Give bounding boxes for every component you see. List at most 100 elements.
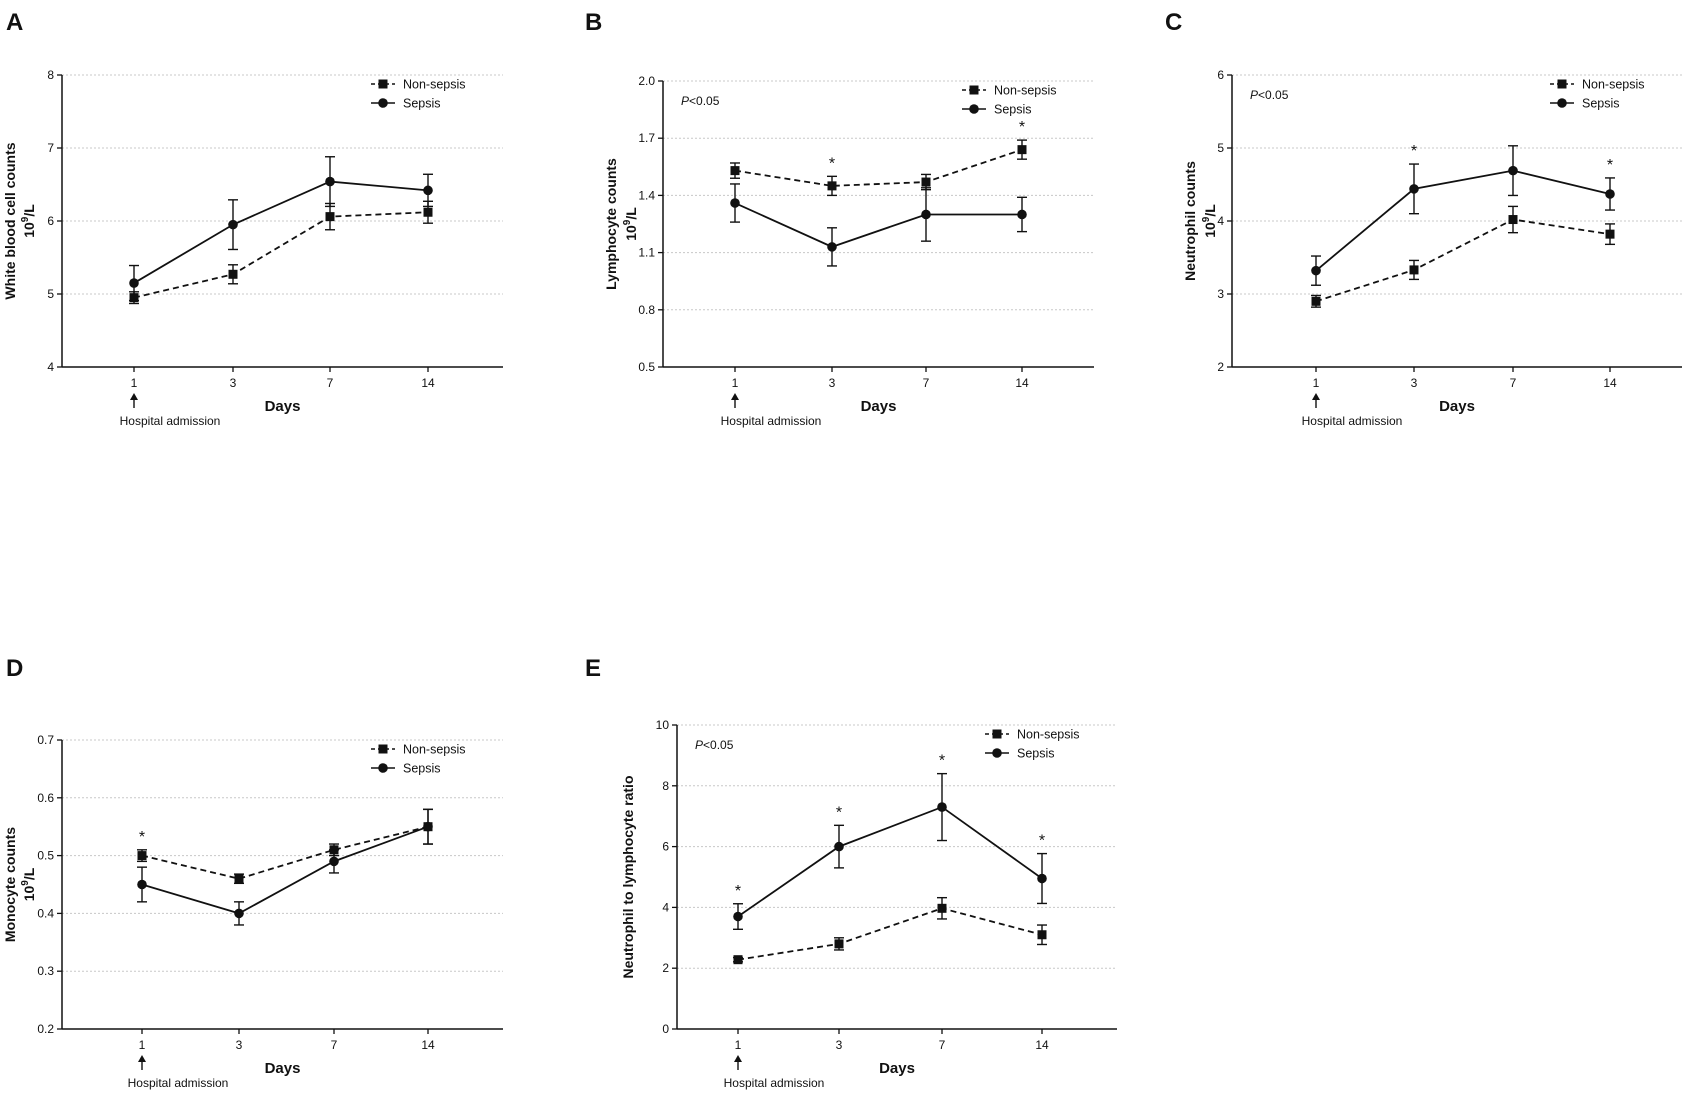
panel-a-series-sepsis — [129, 156, 433, 302]
panel-a-legend: Non-sepsis Sepsis — [371, 78, 466, 111]
panel-e-legend-marker — [992, 729, 1002, 739]
panel-d-series-non-sepsis-point — [137, 851, 147, 861]
panel-a-series-non-sepsis-point — [325, 212, 335, 222]
panel-d-xtick-label: 1 — [139, 1038, 146, 1052]
panel-e: E 0 2 4 6 8 10 1 3 7 14 Days Neutrophil to lymphocyt… — [585, 655, 1117, 1090]
panel-b-p-value: P<0.05 — [681, 94, 720, 108]
panel-d-series-sepsis — [137, 808, 433, 926]
panel-c-series-sepsis-line — [1315, 169, 1611, 272]
panel-a-ytick-label: 8 — [47, 68, 54, 82]
panel-d-letter: D — [6, 655, 23, 682]
panel-e-p-rest: <0.05 — [703, 738, 734, 752]
panel-b-ytick-label: 1.1 — [638, 246, 655, 260]
panel-a-ytick-label: 5 — [47, 287, 54, 301]
panel-c-significance-star: * — [1411, 143, 1417, 160]
panel-c-y-axis-unit: 109/L — [1201, 204, 1218, 238]
panel-e-ytick-label: 4 — [662, 900, 669, 914]
panel-d-series-non-sepsis-line — [141, 825, 429, 880]
panel-d-series-sepsis-line — [141, 825, 429, 915]
panel-c-x-axis-title: Days — [1439, 398, 1475, 415]
panel-d-y-axis-unit: 109/L — [20, 867, 37, 901]
panel-a-series-non-sepsis-point — [228, 269, 238, 279]
panel-c-ytick-label: 5 — [1217, 141, 1224, 155]
panel-d-ytick-label: 0.2 — [37, 1022, 54, 1036]
panel-c-y-axis-title: Neutrophil counts — [1182, 161, 1198, 281]
panel-e-ytick-label: 6 — [662, 840, 669, 854]
panel-d-ytick-label: 0.4 — [37, 906, 54, 920]
panel-d-ytick-label: 0.6 — [37, 791, 54, 805]
panel-a-unit-tail: /L — [21, 204, 37, 217]
panel-b-p-italic: P — [681, 94, 689, 108]
panel-e-series-non-sepsis-point — [733, 955, 743, 965]
panel-d-admission-arrow-icon — [138, 1055, 146, 1062]
panel-c: C 2 3 4 5 6 1 3 7 14 Days Neutrophil counts 109/L Hos… — [1165, 9, 1682, 428]
panel-d: D 0.2 0.3 0.4 0.5 0.6 0.7 1 3 7 14 Days Monocyte cou… — [2, 655, 503, 1090]
panel-b-legend-marker — [969, 85, 979, 95]
panel-c-legend-label: Sepsis — [1582, 97, 1620, 111]
panel-d-significance-star: * — [139, 829, 145, 846]
panel-d-series-sepsis-point — [423, 821, 433, 832]
panel-a-xtick-label: 7 — [327, 376, 334, 390]
panel-e-xtick-label: 14 — [1035, 1038, 1049, 1052]
panel-e-y-axis-title: Neutrophil to lymphocyte ratio — [620, 775, 636, 978]
panel-c-ytick-label: 4 — [1217, 214, 1224, 228]
panel-b-y-axis-title: Lymphocyte counts — [603, 158, 619, 290]
panel-d-legend: Non-sepsis Sepsis — [371, 743, 466, 776]
panel-e-ytick-label: 8 — [662, 779, 669, 793]
panel-c-admission-label: Hospital admission — [1302, 414, 1403, 428]
panel-d-ytick-label: 0.5 — [37, 849, 54, 863]
panel-b-series-sepsis-point — [921, 209, 931, 220]
panel-b-series-sepsis-line — [734, 202, 1022, 248]
panel-e-legend-label: Sepsis — [1017, 747, 1055, 761]
panel-a-y-axis-title: White blood cell counts — [2, 142, 18, 299]
panel-c-p-italic: P — [1250, 88, 1258, 102]
panel-b-admission-label: Hospital admission — [721, 414, 822, 428]
panel-b-xtick-label: 7 — [923, 376, 930, 390]
panel-d-admission-label: Hospital admission — [128, 1076, 229, 1090]
panel-c-series-sepsis-point — [1508, 165, 1518, 176]
panel-d-series-sepsis-point — [329, 856, 339, 867]
panel-e-series-non-sepsis-point — [937, 903, 947, 913]
panel-a-series-sepsis-point — [325, 176, 335, 187]
panel-d-ytick-label: 0.7 — [37, 733, 54, 747]
panel-b-series-sepsis — [730, 183, 1027, 267]
panel-c-ytick-label: 2 — [1217, 360, 1224, 374]
panel-b-unit-exp: 9 — [622, 219, 633, 225]
panel-e-series-sepsis-point — [834, 841, 844, 852]
panel-b-unit-tail: /L — [623, 207, 639, 220]
panel-e-xtick-label: 3 — [836, 1038, 843, 1052]
panel-d-series-non-sepsis-point — [234, 874, 244, 884]
panel-a-letter: A — [6, 9, 23, 36]
panel-c-xtick-label: 7 — [1510, 376, 1517, 390]
panel-c-p-rest: <0.05 — [1258, 88, 1289, 102]
panel-a-admission-label: Hospital admission — [120, 414, 221, 428]
panel-c-significance-star: * — [1607, 157, 1613, 174]
panel-a-xtick-label: 1 — [131, 376, 138, 390]
panel-b-series-non-sepsis-point — [827, 181, 837, 191]
panel-b-xtick-label: 3 — [829, 376, 836, 390]
panel-c-xtick-label: 3 — [1411, 376, 1418, 390]
panel-c-ytick-label: 6 — [1217, 68, 1224, 82]
panel-c-p-value: P<0.05 — [1250, 88, 1289, 102]
panel-b-series-sepsis-point — [730, 198, 740, 208]
panel-e-ytick-label: 2 — [662, 961, 669, 975]
panel-a-ytick-label: 6 — [47, 214, 54, 228]
panel-b-y-axis-unit: 109/L — [622, 207, 639, 241]
panel-c-series-non-sepsis-point — [1409, 265, 1419, 275]
panel-e-series-non-sepsis-point — [834, 939, 844, 949]
panel-a-legend-label: Sepsis — [403, 97, 441, 111]
panel-b-series-non-sepsis — [730, 139, 1027, 197]
panel-b-unit-base: 10 — [623, 225, 639, 241]
panel-b: B 0.5 0.8 1.1 1.4 1.7 2.0 1 3 7 14 Days Lymphocyte c… — [585, 9, 1094, 428]
panel-e-ytick-label: 0 — [662, 1022, 669, 1036]
panel-d-legend-marker — [378, 744, 388, 754]
panel-e-legend-label: Non-sepsis — [1017, 728, 1080, 742]
panel-c-series-non-sepsis-point — [1605, 229, 1615, 239]
panel-a-series-sepsis-line — [133, 180, 429, 284]
panel-e-series-non-sepsis-line — [737, 907, 1043, 961]
panel-b-xtick-label: 1 — [732, 376, 739, 390]
panel-d-xtick-label: 3 — [236, 1038, 243, 1052]
panel-a-series-non-sepsis-point — [423, 207, 433, 217]
panel-a-unit-base: 10 — [21, 222, 37, 238]
panel-a-series-sepsis-point — [228, 219, 238, 230]
